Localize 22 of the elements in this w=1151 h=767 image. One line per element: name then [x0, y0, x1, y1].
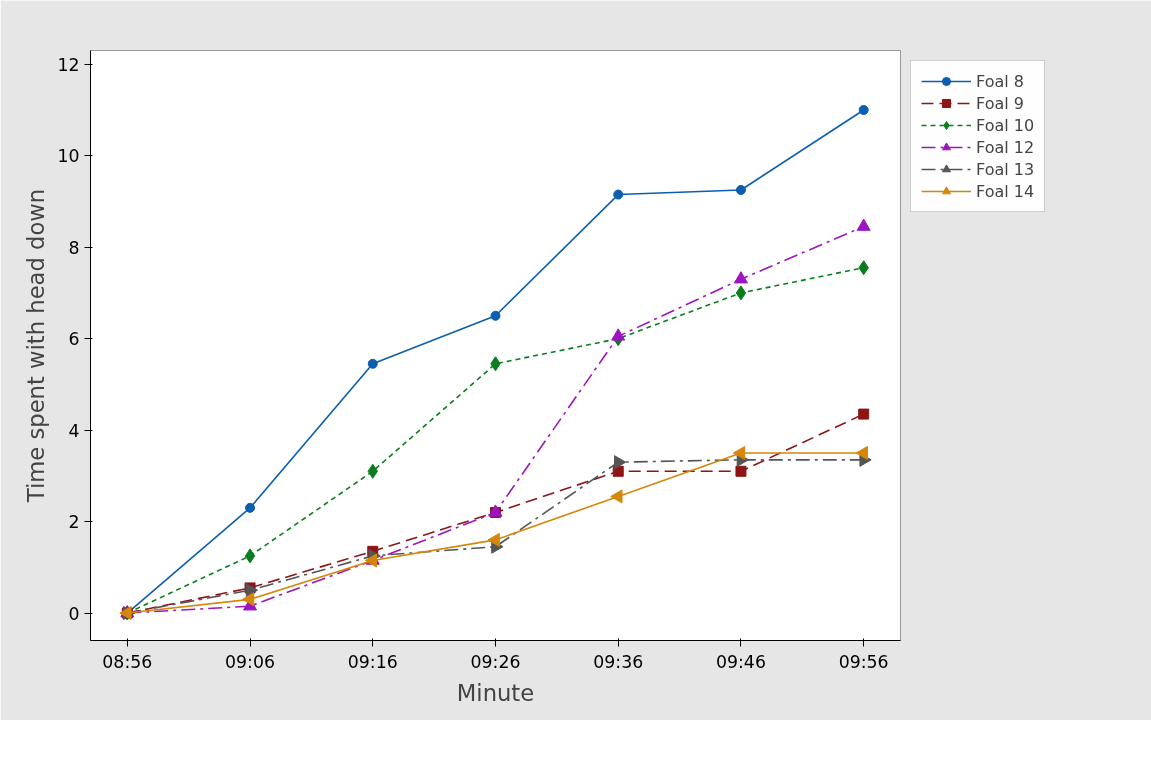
- legend-label: Foal 9: [976, 93, 1024, 113]
- legend-label: Foal 13: [976, 159, 1035, 179]
- y-tick-label: 0: [68, 603, 80, 624]
- y-tick-label: 6: [68, 329, 80, 350]
- y-tick-label: 10: [57, 146, 80, 167]
- legend-label: Foal 10: [976, 115, 1035, 135]
- y-tick-label: 12: [57, 54, 80, 75]
- x-axis-title: Minute: [456, 679, 535, 706]
- legend-label: Foal 14: [976, 181, 1035, 201]
- legend-label: Foal 12: [976, 137, 1035, 157]
- x-tick-label: 09:06: [225, 651, 276, 672]
- x-tick-label: 08:56: [102, 651, 153, 672]
- y-tick-label: 2: [68, 512, 80, 533]
- y-tick-label: 4: [68, 420, 80, 441]
- y-axis-title: Time spent with head down: [23, 188, 50, 504]
- x-tick-label: 09:46: [715, 651, 766, 672]
- y-tick-label: 8: [68, 237, 80, 258]
- x-tick-label: 09:16: [347, 651, 398, 672]
- x-tick-label: 09:36: [593, 651, 644, 672]
- x-tick-label: 09:26: [470, 651, 521, 672]
- x-tick-label: 09:56: [838, 651, 889, 672]
- legend-label: Foal 8: [976, 71, 1024, 91]
